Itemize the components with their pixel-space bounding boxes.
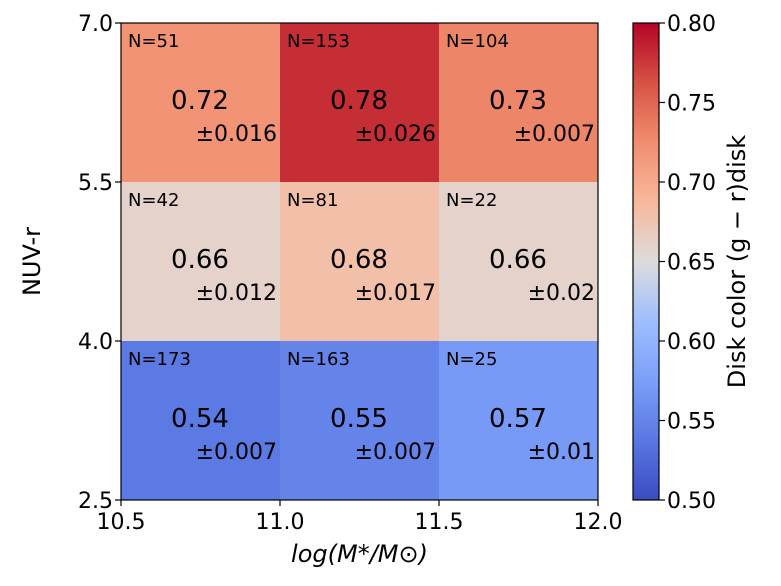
cell-error-label: ±0.01 — [528, 440, 595, 465]
y-tick-label: 7.0 — [78, 12, 113, 37]
cell-error-label: ±0.026 — [355, 122, 436, 147]
cell-error-label: ±0.016 — [196, 122, 277, 147]
cell-count-label: N=173 — [128, 349, 191, 370]
colorbar-ticks: 0.50 0.55 0.60 0.65 0.70 0.75 0.80 — [659, 12, 716, 514]
cell-count-label: N=104 — [446, 31, 509, 52]
y-tick-label: 4.0 — [78, 330, 113, 355]
cell-value-label: 0.57 — [489, 404, 547, 434]
colorbar-tick-label: 0.75 — [667, 92, 716, 117]
x-tick-label: 11.0 — [256, 510, 305, 535]
cell-count-label: N=51 — [128, 31, 179, 52]
heatmap-cell — [280, 341, 439, 500]
y-tick-label: 5.5 — [78, 171, 113, 196]
cell-error-label: ±0.012 — [196, 281, 277, 306]
cell-count-label: N=163 — [287, 349, 350, 370]
cell-value-label: 0.66 — [171, 245, 229, 275]
cell-value-label: 0.55 — [330, 404, 388, 434]
colorbar-tick-label: 0.60 — [667, 330, 716, 355]
x-axis-label: log(M*/M⊙) — [291, 540, 428, 568]
heatmap-cell — [439, 341, 598, 500]
colorbar — [632, 22, 660, 501]
cell-value-label: 0.66 — [489, 245, 547, 275]
plot-frame — [120, 22, 599, 501]
cell-count-label: N=153 — [287, 31, 350, 52]
heatmap-cell — [121, 341, 280, 500]
heatmap-cell — [280, 23, 439, 182]
heatmap-cells: N=51 0.72 ±0.016 N=153 0.78 ±0.026 N=104 0.73 ±0… — [121, 23, 598, 500]
colorbar-tick-label: 0.80 — [667, 12, 716, 37]
cell-count-label: N=22 — [446, 190, 497, 211]
cell-error-label: ±0.007 — [514, 122, 595, 147]
x-tick-label: 10.5 — [97, 510, 146, 535]
cell-error-label: ±0.007 — [196, 440, 277, 465]
cell-value-label: 0.78 — [330, 86, 388, 116]
cell-error-label: ±0.02 — [528, 281, 595, 306]
heatmap-cell — [121, 182, 280, 341]
cell-count-label: N=42 — [128, 190, 179, 211]
y-axis-label: NUV-r — [18, 227, 46, 296]
colorbar-tick-label: 0.70 — [667, 171, 716, 196]
cell-value-label: 0.68 — [330, 245, 388, 275]
cell-count-label: N=81 — [287, 190, 338, 211]
heatmap-cell — [121, 23, 280, 182]
cell-error-label: ±0.017 — [355, 281, 436, 306]
y-tick-label: 2.5 — [78, 489, 113, 514]
cell-value-label: 0.72 — [171, 86, 229, 116]
colorbar-tick-label: 0.65 — [667, 251, 716, 276]
heatmap-cell — [439, 23, 598, 182]
y-axis: 2.5 4.0 5.5 7.0 — [78, 12, 121, 514]
cell-value-label: 0.54 — [171, 404, 229, 434]
cell-count-label: N=25 — [446, 349, 497, 370]
x-tick-label: 11.5 — [415, 510, 464, 535]
heatmap-cell — [439, 182, 598, 341]
cell-error-label: ±0.007 — [355, 440, 436, 465]
x-tick-label: 12.0 — [574, 510, 623, 535]
colorbar-label: Disk color (g − r)disk — [723, 135, 751, 389]
x-axis: 10.5 11.0 11.5 12.0 — [97, 500, 623, 535]
colorbar-tick-label: 0.50 — [667, 489, 716, 514]
cell-value-label: 0.73 — [489, 86, 547, 116]
heatmap-cell — [280, 182, 439, 341]
colorbar-tick-label: 0.55 — [667, 410, 716, 435]
